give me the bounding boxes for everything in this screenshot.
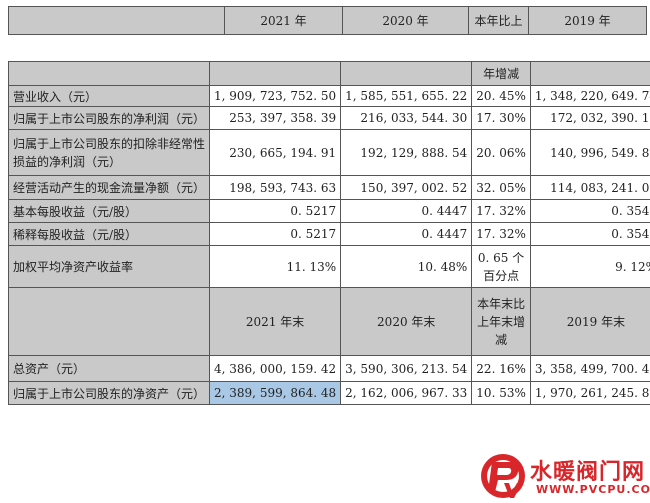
value-2021: 0. 5217 xyxy=(209,222,342,246)
section2-header-row: 2021 年末 2020 年末 本年末比上年末增减 2019 年末 xyxy=(7,287,650,356)
table-row: 加权平均净资产收益率 11. 13% 10. 48% 0. 65 个百分点 9.… xyxy=(7,245,650,288)
value-2021: 253, 397, 358. 39 xyxy=(209,106,342,130)
value-2021: 230, 665, 194. 91 xyxy=(209,129,342,176)
value-2019: 3, 358, 499, 700. 47 xyxy=(529,355,650,382)
table-row: 归属于上市公司股东的净资产（元） 2, 389, 599, 864. 48 2,… xyxy=(7,381,650,405)
value-2020: 0. 4447 xyxy=(340,222,473,246)
watermark-url: WWW.PVCPU.COM xyxy=(536,483,650,496)
table-row: 归属于上市公司股东的净利润（元） 253, 397, 358. 39 216, … xyxy=(7,106,650,130)
value-2020: 10. 48% xyxy=(340,245,473,288)
row-label: 总资产（元） xyxy=(7,355,211,382)
header-change: 本年比上 xyxy=(468,6,529,35)
value-change: 10. 53% xyxy=(471,381,531,405)
value-2021: 11. 13% xyxy=(209,245,342,288)
value-2020: 3, 590, 306, 213. 54 xyxy=(340,355,473,382)
value-2020: 216, 033, 544. 30 xyxy=(340,106,473,130)
watermark-title: 水暖阀门网 xyxy=(530,460,646,485)
site-watermark: 水暖阀门网 WWW.PVCPU.COM xyxy=(478,450,650,503)
header-2020: 2020 年 xyxy=(342,6,469,35)
row-label: 稀释每股收益（元/股） xyxy=(7,222,211,246)
value-2019: 9. 12% xyxy=(529,245,650,288)
value-change: 17. 32% xyxy=(471,222,531,246)
value-change: 20. 45% xyxy=(471,85,531,107)
header-2020-end: 2020 年末 xyxy=(340,287,473,356)
value-2021: 4, 386, 000, 159. 42 xyxy=(209,355,342,382)
value-2021: 198, 593, 743. 63 xyxy=(209,175,342,200)
value-2021: 0. 5217 xyxy=(209,199,342,223)
header-2021: 2021 年 xyxy=(224,6,343,35)
value-change: 0. 65 个百分点 xyxy=(471,245,531,288)
row-label: 归属于上市公司股东的净资产（元） xyxy=(7,381,211,405)
value-2019: 114, 083, 241. 09 xyxy=(529,175,650,200)
table-row: 基本每股收益（元/股） 0. 5217 0. 4447 17. 32% 0. 3… xyxy=(7,199,650,223)
header-2019-end: 2019 年末 xyxy=(529,287,650,356)
value-2021: 1, 909, 723, 752. 50 xyxy=(209,85,342,107)
table-row: 经营活动产生的现金流量净额（元） 198, 593, 743. 63 150, … xyxy=(7,175,650,200)
value-2019: 0. 3542 xyxy=(529,222,650,246)
value-2019: 172, 032, 390. 12 xyxy=(529,106,650,130)
row-label: 经营活动产生的现金流量净额（元） xyxy=(7,175,211,200)
header-blank-cell xyxy=(8,6,225,35)
value-2020: 1, 585, 551, 655. 22 xyxy=(340,85,473,107)
value-change: 17. 30% xyxy=(471,106,531,130)
section1-header-row: 年增减 xyxy=(7,61,650,86)
value-2020: 192, 129, 888. 54 xyxy=(340,129,473,176)
value-2020: 150, 397, 002. 52 xyxy=(340,175,473,200)
financial-data-table: 年增减 营业收入（元） 1, 909, 723, 752. 50 1, 585,… xyxy=(7,61,650,405)
section1-change-label: 年增减 xyxy=(471,61,531,86)
row-label: 基本每股收益（元/股） xyxy=(7,199,211,223)
table-row: 总资产（元） 4, 386, 000, 159. 42 3, 590, 306,… xyxy=(7,355,650,382)
row-label: 加权平均净资产收益率 xyxy=(7,245,211,288)
value-change: 17. 32% xyxy=(471,199,531,223)
table-row: 稀释每股收益（元/股） 0. 5217 0. 4447 17. 32% 0. 3… xyxy=(7,222,650,246)
header-2019: 2019 年 xyxy=(528,6,647,35)
row-label: 归属于上市公司股东的净利润（元） xyxy=(7,106,211,130)
table-row: 营业收入（元） 1, 909, 723, 752. 50 1, 585, 551… xyxy=(7,85,650,107)
row-label: 归属于上市公司股东的扣除非经常性损益的净利润（元） xyxy=(7,129,211,176)
value-2019: 1, 348, 220, 649. 74 xyxy=(529,85,650,107)
value-2019: 0. 3542 xyxy=(529,199,650,223)
value-2019: 1, 970, 261, 245. 81 xyxy=(529,381,650,405)
row-label: 营业收入（元） xyxy=(7,85,211,107)
table-row: 归属于上市公司股东的扣除非经常性损益的净利润（元） 230, 665, 194.… xyxy=(7,129,650,176)
value-change: 32. 05% xyxy=(471,175,531,200)
header-2021-end: 2021 年末 xyxy=(209,287,342,356)
header-change-end: 本年末比上年末增减 xyxy=(471,287,531,356)
value-2020: 0. 4447 xyxy=(340,199,473,223)
value-change: 22. 16% xyxy=(471,355,531,382)
value-2019: 140, 996, 549. 88 xyxy=(529,129,650,176)
year-header-table: 2021 年 2020 年 本年比上 2019 年 xyxy=(8,6,647,35)
value-2021-highlighted[interactable]: 2, 389, 599, 864. 48 xyxy=(209,381,342,405)
value-change: 20. 06% xyxy=(471,129,531,176)
value-2020: 2, 162, 006, 967. 33 xyxy=(340,381,473,405)
pv-logo-icon xyxy=(481,454,525,498)
